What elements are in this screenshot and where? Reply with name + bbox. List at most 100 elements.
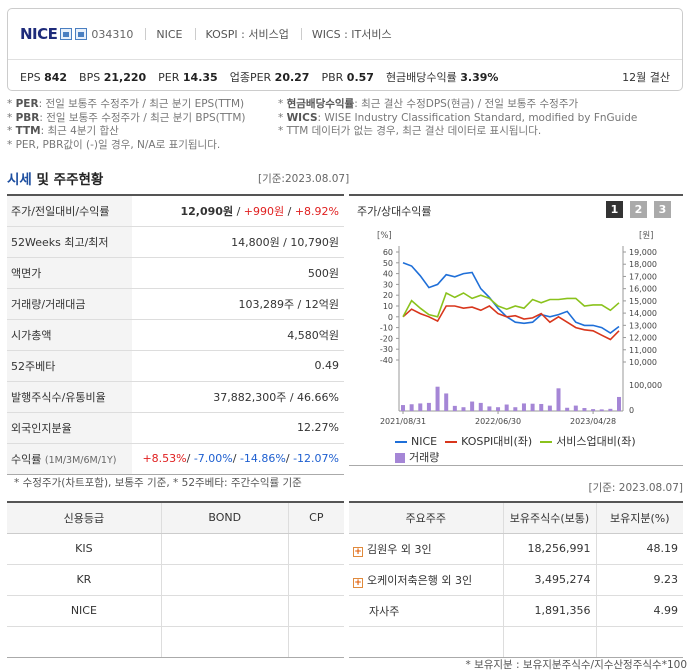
ir-icon[interactable] (75, 28, 88, 40)
volume-bar (452, 405, 457, 411)
volume-bar (547, 405, 552, 411)
volume-bar (582, 408, 587, 411)
shareholder-name-cell: 자사주 (349, 595, 503, 627)
row-label: 52Weeks 최고/최저 (7, 226, 132, 258)
x-axis-tick-label: 2023/04/28 (570, 417, 616, 426)
section-title-rest: 및 주주현황 (31, 172, 104, 188)
row-label: 액면가 (7, 257, 132, 289)
stake-percent: 48.19 (595, 533, 683, 565)
indicator-item: PBR 0.57 (321, 71, 373, 84)
indicator-label: EPS (20, 70, 41, 84)
series-line-0 (402, 262, 620, 334)
volume-bar (539, 403, 544, 411)
volume-bar (530, 403, 535, 411)
shares-held: 1,891,356 (502, 595, 596, 627)
table-row: 자사주 1,891,356 4.99 (349, 595, 683, 627)
table-cell (287, 533, 344, 565)
current-price: 12,090원 (180, 204, 234, 218)
legend-item: 거래량 (395, 450, 439, 466)
table-row: KR (7, 564, 344, 596)
right-axis-tick-label: 12,000 (629, 334, 657, 343)
table-row: 액면가 500원 (7, 257, 344, 289)
volume-bar (608, 408, 613, 411)
right-axis-unit: [원] (639, 231, 653, 241)
indicator-value: 20.27 (274, 71, 310, 84)
indicator-value: 3.39% (460, 71, 499, 84)
company-title-row: NICE 034310 NICE KOSPI : 서비스업 WICS : IT서… (20, 23, 392, 45)
legend-swatch (445, 441, 458, 443)
row-value: 0.49 (132, 350, 344, 382)
volume-bar (487, 406, 492, 411)
table-cell: NICE (7, 595, 162, 627)
legend-item: 서비스업대비(좌) (540, 434, 636, 450)
row-value: 12.27% (132, 412, 344, 444)
note-key: PER (15, 98, 39, 110)
volume-bar (573, 405, 578, 411)
returns-period: (1M/3M/6M/1Y) (44, 454, 117, 466)
stake-percent (595, 626, 683, 658)
price-table: 주가/전일대비/수익률 12,090원 / +990원 / +8.92% 52W… (7, 194, 344, 475)
volume-bar (591, 409, 596, 411)
indicator-value: 0.57 (346, 70, 374, 84)
shareholder-name-cell: + 김원우 외 3인 (349, 533, 503, 565)
note-line: * PER, PBR값이 (-)일 경우, N/A로 표기됩니다. (7, 138, 221, 151)
chart-page-2-button[interactable]: 2 (630, 201, 647, 218)
left-axis-tick-label: 50 (383, 259, 393, 268)
left-axis-tick-label: 0 (388, 313, 393, 322)
chart-page-1-button[interactable]: 1 (606, 201, 623, 218)
fiscal-month: 12월 결산 (622, 71, 670, 84)
shareholder-name-cell: + 오케이저축은행 외 3인 (349, 564, 503, 596)
return-value: -14.86% (239, 452, 286, 465)
stake-percent: 9.23 (595, 564, 683, 596)
left-axis-tick-label: 20 (383, 291, 393, 300)
returns-values: +8.53%/ -7.00%/ -14.86%/ -12.07% (132, 443, 344, 475)
home-icon[interactable] (60, 28, 73, 40)
note-key: 현금배당수익률 (286, 98, 355, 110)
shareholder-name-cell (349, 626, 503, 658)
table-row: 52Weeks 최고/최저 14,800원 / 10,790원 (7, 226, 344, 258)
expand-plus-icon[interactable]: + (353, 577, 363, 588)
section-date: [기준:2023.08.07] (258, 173, 350, 185)
table-row: 52주베타 0.49 (7, 350, 344, 382)
column-header: CP (287, 502, 344, 534)
wics-sector: WICS : IT서비스 (311, 28, 392, 41)
table-cell (160, 626, 289, 658)
shareholder-name: 오케이저축은행 외 3인 (367, 573, 473, 587)
legend-swatch (540, 441, 553, 443)
note-line: * PBR: 전일 보통주 수정주가 / 최근 분기 BPS(TTM) (7, 111, 246, 124)
right-axis-tick-label: 16,000 (629, 285, 657, 294)
row-value: 103,289주 / 12억원 (132, 288, 344, 320)
row-label: 시가총액 (7, 319, 132, 351)
divider (8, 59, 682, 60)
expand-plus-icon[interactable]: + (353, 546, 363, 557)
column-header: 주요주주 (349, 502, 503, 534)
column-header: BOND (160, 502, 289, 534)
right-axis-tick-label: 11,000 (629, 346, 657, 355)
company-name[interactable]: NICE (20, 25, 58, 43)
table-cell (7, 626, 162, 658)
volume-bar (504, 404, 509, 411)
volume-bar (461, 407, 466, 411)
volume-bar (478, 402, 483, 411)
table-row: KIS (7, 533, 344, 565)
table-cell (160, 595, 289, 627)
chart-page-3-button[interactable]: 3 (654, 201, 671, 218)
note-text: : 최근 결산 수정DPS(현금) / 전일 보통주 수정주가 (354, 98, 579, 110)
indicator-item: EPS 842 (20, 71, 67, 84)
table-row: 거래량/거래대금 103,289주 / 12억원 (7, 288, 344, 320)
note-line: * 현금배당수익률: 최근 결산 수정DPS(현금) / 전일 보통주 수정주가 (278, 98, 579, 110)
shareholder-name: 김원우 외 3인 (367, 542, 432, 556)
table-cell: KIS (7, 533, 162, 565)
price-change: +990원 (243, 204, 285, 218)
table-row: 주가/전일대비/수익률 12,090원 / +990원 / +8.92% (7, 195, 344, 227)
volume-bar (418, 403, 423, 411)
company-group: NICE (156, 27, 183, 41)
note-text: : 전일 보통주 수정주가 / 최근 분기 BPS(TTM) (39, 111, 246, 124)
left-axis-tick-label: -10 (380, 324, 393, 333)
shares-held (502, 626, 596, 658)
volume-bar (617, 396, 621, 411)
indicator-value: 21,220 (103, 70, 147, 84)
left-axis-unit: [%] (377, 231, 392, 241)
note-line: * TTM: 최근 4분기 합산 (7, 125, 119, 137)
